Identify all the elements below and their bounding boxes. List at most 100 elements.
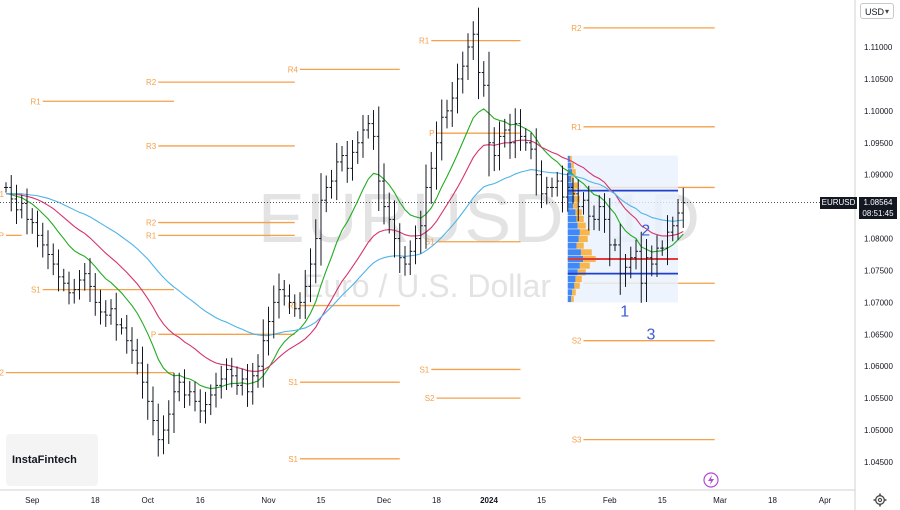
volume-profile-bar-up — [567, 202, 574, 209]
gear-icon[interactable] — [873, 493, 887, 507]
ohlc-bar — [61, 268, 66, 292]
ohlc-bar — [492, 127, 497, 172]
ohlc-bar — [235, 366, 239, 395]
volume-profile-bar-down — [571, 296, 574, 303]
ohlc-bar — [119, 318, 124, 335]
bar-countdown: 08:51:45 — [862, 209, 894, 218]
chevron-down-icon: ▾ — [884, 7, 889, 16]
ohlc-bar — [51, 243, 56, 276]
y-tick-label: 1.05500 — [864, 394, 893, 403]
volume-profile-bar-down — [571, 162, 574, 169]
y-tick-label: 1.07500 — [864, 266, 893, 275]
volume-profile-bar-up — [567, 189, 573, 196]
volume-profile-bar-up — [567, 222, 578, 229]
x-tick-label: Dec — [377, 496, 391, 505]
ohlc-bar — [303, 269, 308, 319]
volume-profile-bar-down — [573, 182, 578, 189]
ohlc-bar — [565, 172, 570, 212]
volume-profile-bar-up — [567, 215, 577, 222]
ohlc-bar — [376, 106, 381, 212]
ohlc-bar — [670, 216, 675, 242]
ohlc-bar — [455, 63, 460, 114]
ohlc-bar — [166, 400, 171, 444]
ohlc-bar — [523, 128, 528, 151]
volume-profile-bar-up — [567, 289, 573, 296]
pivot-level-label: S1 — [31, 286, 41, 295]
y-tick-label: 1.11000 — [864, 43, 893, 52]
ohlc-bar — [460, 51, 465, 94]
ohlc-bar — [434, 121, 439, 190]
volume-profile-bar-down — [572, 169, 576, 176]
pivot-level-label: S2 — [0, 369, 5, 378]
ohlc-bar — [676, 198, 680, 240]
ohlc-bar — [602, 193, 607, 233]
volume-profile-bar-up — [567, 175, 572, 182]
ohlc-bar — [161, 415, 166, 455]
ohlc-bar — [555, 171, 560, 197]
pivot-level-label: S2 — [425, 394, 435, 403]
volume-profile-bar-down — [571, 175, 574, 182]
ohlc-bar — [271, 285, 276, 339]
volume-profile-bar-up — [567, 282, 575, 289]
ohlc-bar — [439, 99, 444, 161]
x-tick-label: 18 — [91, 496, 100, 505]
ohlc-bar — [623, 254, 628, 287]
x-tick-label: Mar — [713, 496, 727, 505]
volume-profile-bar-down — [578, 235, 588, 243]
volume-profile-bar-down — [580, 249, 592, 256]
ohlc-bar — [14, 184, 19, 225]
x-tick-label: Apr — [819, 496, 832, 505]
ohlc-bar — [187, 381, 192, 406]
ohlc-bar — [403, 246, 407, 276]
x-tick-label: Sep — [25, 496, 40, 505]
ohlc-bar — [345, 141, 350, 183]
currency-label: USD — [865, 7, 885, 17]
lightning-icon[interactable] — [703, 472, 719, 488]
volume-profile-bar-up — [567, 262, 580, 269]
ohlc-bar — [193, 381, 197, 412]
volume-profile-bar-up — [567, 249, 581, 256]
ohlc-bar — [361, 114, 365, 158]
volume-profile-bar-down — [569, 155, 572, 162]
pivot-level-label: P — [429, 129, 434, 138]
pivot-level-label: R4 — [288, 65, 299, 74]
volume-profile-bar-down — [576, 242, 584, 249]
y-tick-label: 1.10500 — [864, 75, 893, 84]
ohlc-bar — [408, 240, 413, 275]
pivot-level-label: R2 — [571, 24, 582, 33]
pivot-level-label: R3 — [146, 142, 157, 151]
ohlc-bar — [597, 195, 602, 231]
ohlc-bar — [466, 33, 470, 80]
ohlc-bar — [256, 354, 260, 388]
ohlc-bar — [250, 362, 255, 405]
ohlc-bar — [481, 61, 486, 97]
ohlc-bar — [98, 289, 103, 325]
x-tick-label: Oct — [142, 496, 155, 505]
pivot-level-label: R1 — [0, 190, 5, 199]
pivot-level-label: S1 — [419, 365, 429, 374]
ohlc-bar — [576, 179, 581, 222]
ohlc-bar — [313, 219, 318, 284]
pivot-level-label: S1 — [425, 238, 435, 247]
x-tick-label: 16 — [196, 496, 205, 505]
ohlc-bar — [124, 314, 129, 354]
x-tick-label: 15 — [537, 496, 546, 505]
currency-selector[interactable]: USD ▾ — [860, 3, 894, 19]
ohlc-bar — [319, 173, 323, 266]
volume-profile-bar-up — [567, 195, 575, 202]
pivot-level-label: S2 — [572, 337, 582, 346]
ohlc-bar — [392, 200, 397, 258]
x-tick-label: Nov — [261, 496, 275, 505]
ohlc-bar — [497, 121, 502, 171]
volume-profile-bar-down — [574, 195, 580, 202]
ohlc-bar — [387, 192, 392, 234]
ohlc-bar — [397, 223, 402, 274]
ohlc-bar — [4, 182, 8, 193]
pivot-level-label: S1 — [288, 378, 298, 387]
ohlc-bar — [350, 139, 355, 181]
brand-name: InstaFintech — [12, 454, 77, 466]
ohlc-bar — [72, 278, 77, 304]
ohlc-bar — [19, 194, 24, 219]
